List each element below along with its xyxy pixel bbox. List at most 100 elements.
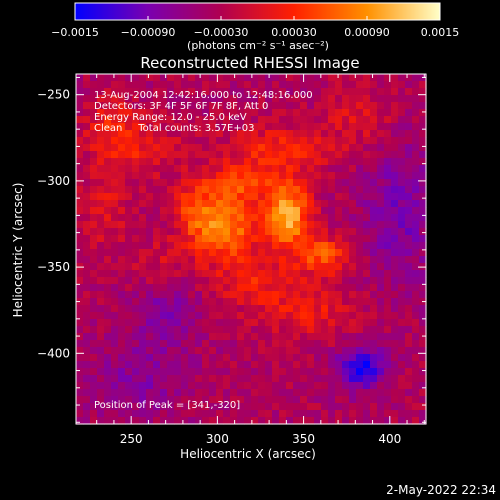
heatmap-cell [356, 270, 364, 278]
heatmap-cell [174, 74, 182, 82]
heatmap-cell [132, 368, 140, 376]
heatmap-cell [111, 116, 119, 124]
heatmap-cell [181, 172, 189, 180]
heatmap-cell [139, 95, 147, 103]
heatmap-cell [405, 179, 413, 187]
heatmap-cell [363, 221, 371, 229]
heatmap-cell [377, 396, 385, 404]
heatmap-cell [97, 214, 105, 222]
heatmap-cell [132, 284, 140, 292]
heatmap-cell [76, 340, 84, 348]
heatmap-cell [223, 298, 231, 306]
heatmap-cell [300, 172, 308, 180]
heatmap-cell [251, 277, 259, 285]
heatmap-cell [300, 221, 308, 229]
heatmap-cell [314, 375, 322, 383]
heatmap-cell [153, 130, 161, 138]
heatmap-cell [412, 123, 420, 131]
heatmap-cell [286, 298, 294, 306]
heatmap-cell [132, 165, 140, 173]
heatmap-cell [384, 249, 392, 257]
heatmap-cell [419, 179, 427, 187]
heatmap-cell [216, 228, 224, 236]
heatmap-cell [90, 228, 98, 236]
heatmap-cell [244, 403, 252, 411]
heatmap-cell [384, 158, 392, 166]
heatmap-cell [195, 354, 203, 362]
heatmap-cell [251, 88, 259, 96]
heatmap-cell [419, 144, 427, 152]
heatmap-cell [307, 256, 315, 264]
heatmap-cell [349, 186, 357, 194]
heatmap-cell [237, 389, 245, 397]
heatmap-cell [160, 326, 168, 334]
heatmap-cell [321, 375, 329, 383]
heatmap-cell [300, 284, 308, 292]
heatmap-cell [160, 284, 168, 292]
heatmap-cell [209, 207, 217, 215]
heatmap-cell [342, 249, 350, 257]
heatmap-cell [90, 347, 98, 355]
heatmap-cell [244, 312, 252, 320]
heatmap-cell [314, 207, 322, 215]
heatmap-cell [363, 207, 371, 215]
heatmap-cell [356, 333, 364, 341]
heatmap-cell [195, 382, 203, 390]
heatmap-cell [286, 200, 294, 208]
heatmap-cell [139, 410, 147, 418]
heatmap-cell [125, 354, 133, 362]
heatmap-cell [223, 144, 231, 152]
heatmap-cell [146, 137, 154, 145]
heatmap-cell [335, 305, 343, 313]
heatmap-cell [363, 410, 371, 418]
heatmap-cell [223, 333, 231, 341]
heatmap-cell [125, 130, 133, 138]
heatmap-cell [230, 137, 238, 145]
heatmap-cell [223, 158, 231, 166]
heatmap-cell [321, 179, 329, 187]
heatmap-cell [356, 417, 364, 425]
heatmap-cell [300, 354, 308, 362]
heatmap-cell [244, 284, 252, 292]
heatmap-cell [314, 165, 322, 173]
heatmap-cell [244, 74, 252, 82]
heatmap-cell [216, 116, 224, 124]
heatmap-cell [104, 165, 112, 173]
heatmap-cell [216, 270, 224, 278]
heatmap-cell [76, 326, 84, 334]
heatmap-cell [356, 375, 364, 383]
heatmap-cell [335, 375, 343, 383]
heatmap-cell [412, 249, 420, 257]
heatmap-cell [132, 403, 140, 411]
heatmap-cell [384, 81, 392, 89]
heatmap-cell [153, 144, 161, 152]
heatmap-cell [300, 277, 308, 285]
heatmap-cell [97, 277, 105, 285]
heatmap-cell [272, 319, 280, 327]
heatmap-cell [237, 340, 245, 348]
heatmap-cell [202, 263, 210, 271]
heatmap-cell [97, 179, 105, 187]
heatmap-cell [251, 102, 259, 110]
heatmap-cell [181, 193, 189, 201]
heatmap-cell [279, 235, 287, 243]
heatmap-cell [321, 249, 329, 257]
heatmap-cell [321, 389, 329, 397]
heatmap-cell [293, 165, 301, 173]
heatmap-cell [384, 291, 392, 299]
heatmap-cell [258, 81, 266, 89]
heatmap-cell [230, 403, 238, 411]
heatmap-cell [349, 277, 357, 285]
heatmap-cell [398, 221, 406, 229]
heatmap-cell [139, 179, 147, 187]
heatmap-cell [412, 151, 420, 159]
heatmap-cell [118, 165, 126, 173]
heatmap-cell [286, 284, 294, 292]
heatmap-cell [237, 277, 245, 285]
heatmap-cell [300, 389, 308, 397]
heatmap-cell [174, 249, 182, 257]
heatmap-cell [125, 284, 133, 292]
heatmap-cell [132, 235, 140, 243]
heatmap-cell [391, 270, 399, 278]
heatmap-cell [195, 375, 203, 383]
